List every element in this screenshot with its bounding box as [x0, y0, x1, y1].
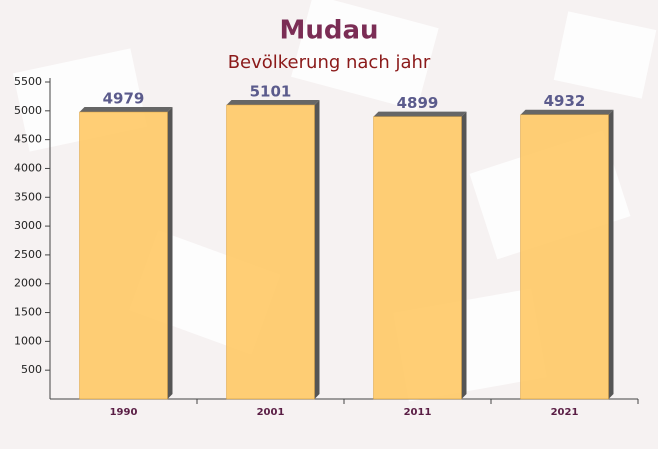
bar-side — [608, 109, 614, 399]
bar-side — [167, 107, 173, 399]
y-tick-label: 2500 — [14, 248, 42, 261]
bar — [226, 104, 315, 400]
value-label: 4932 — [544, 92, 586, 110]
x-tick-label: 2021 — [551, 407, 579, 418]
bar — [520, 114, 609, 400]
y-tick-label: 5500 — [14, 75, 42, 88]
y-tick-label: 500 — [21, 363, 42, 376]
y-tick-label: 1000 — [14, 334, 42, 347]
y-tick-label: 5000 — [14, 104, 42, 117]
y-tick-label: 4000 — [14, 161, 42, 174]
y-tick-label: 3000 — [14, 219, 42, 232]
bar-side — [314, 99, 320, 399]
bar — [373, 116, 462, 400]
x-tick-label: 2011 — [404, 407, 432, 418]
y-tick-label: 3500 — [14, 190, 42, 203]
chart-subtitle: Bevölkerung nach jahr — [228, 52, 431, 73]
x-tick-label: 2001 — [257, 407, 285, 418]
bar-top — [520, 109, 614, 115]
y-tick-label: 2000 — [14, 277, 42, 290]
value-label: 4899 — [397, 94, 439, 112]
bar-top — [79, 107, 173, 113]
bar-top — [226, 99, 320, 105]
bar-top — [373, 111, 467, 117]
value-label: 4979 — [103, 90, 145, 108]
value-label: 5101 — [250, 82, 292, 100]
y-tick-label: 1500 — [14, 306, 42, 319]
bar — [79, 111, 168, 400]
y-tick-label: 4500 — [14, 133, 42, 146]
x-tick-label: 1990 — [110, 407, 138, 418]
bar-side — [461, 111, 467, 399]
chart-title: Mudau — [279, 16, 378, 46]
